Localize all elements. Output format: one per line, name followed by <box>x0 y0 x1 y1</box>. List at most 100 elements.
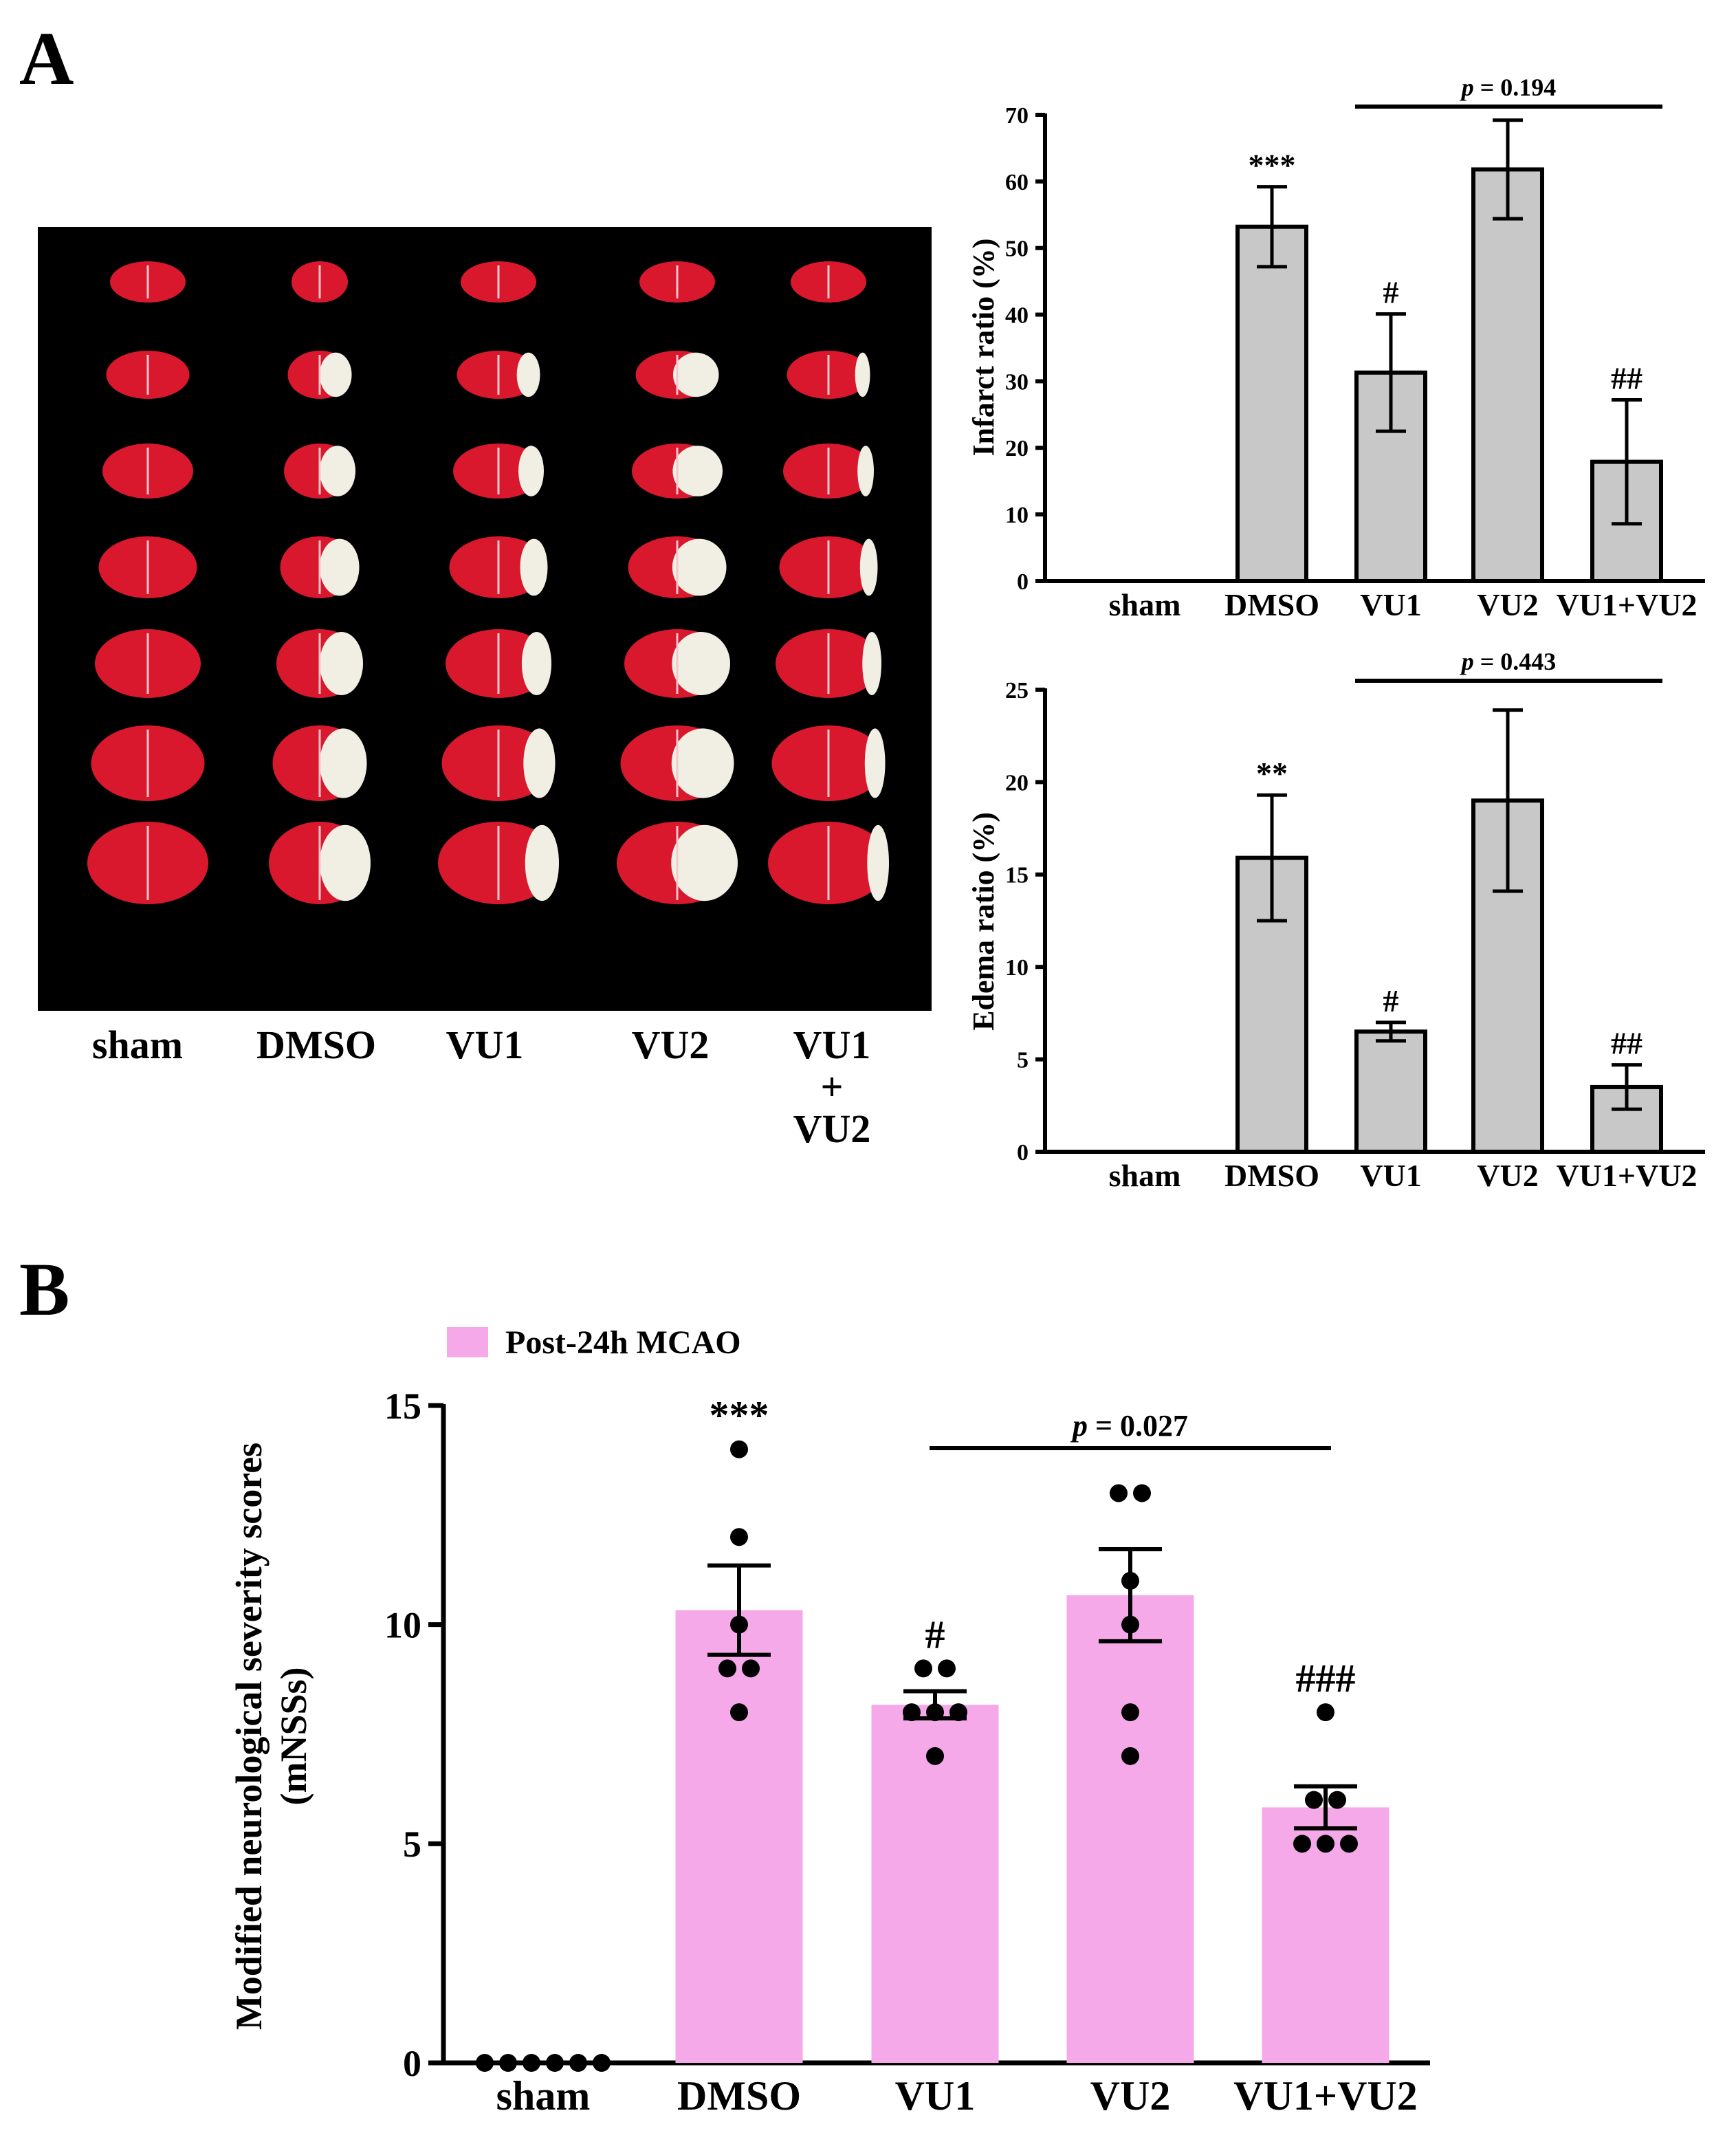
bar-vu2 <box>1066 1595 1194 2063</box>
category-label: VU2 <box>1477 1158 1538 1193</box>
brain-slice-infarct <box>857 446 874 496</box>
brain-slice <box>457 351 540 399</box>
p-value: = 0.194 <box>1474 74 1557 101</box>
data-point <box>1328 1791 1346 1809</box>
category-label: DMSO <box>677 2073 801 2119</box>
category-label: VU1 <box>1360 1158 1421 1193</box>
data-point <box>1340 1835 1358 1853</box>
data-point <box>1293 1835 1311 1853</box>
p-value: = 0.027 <box>1088 1409 1188 1443</box>
brain-slice <box>87 822 208 904</box>
legend-swatch <box>447 1327 488 1357</box>
brain-slice <box>102 444 193 499</box>
y-tick-label: 50 <box>1005 237 1029 262</box>
brain-slice <box>269 822 371 904</box>
brain-slice <box>292 261 348 303</box>
data-point <box>1121 1747 1139 1765</box>
significance-annotation: *** <box>710 1393 769 1438</box>
data-point <box>903 1703 921 1722</box>
brain-slice <box>617 822 738 904</box>
data-point <box>742 1659 760 1678</box>
brain-slice-infarct <box>320 728 367 798</box>
y-tick-label: 40 <box>1005 303 1029 328</box>
brain-slice <box>110 261 186 303</box>
group-label-sham: sham <box>91 1022 184 1067</box>
brain-slice <box>98 536 197 598</box>
data-point <box>1317 1703 1334 1722</box>
group-label-combo-line1: VU1 <box>793 1022 871 1067</box>
data-point <box>499 2054 517 2072</box>
p-symbol: p <box>1460 74 1474 101</box>
significance-annotation: # <box>1383 275 1399 310</box>
brain-slice-infarct <box>867 824 890 901</box>
brain-slice-infarct <box>672 352 719 397</box>
significance-annotation: ### <box>1296 1656 1356 1700</box>
y-tick-label: 0 <box>1017 1140 1029 1166</box>
brain-slice-infarct <box>320 446 355 496</box>
brain-slice-infarct <box>518 446 545 496</box>
brain-slice <box>284 444 355 499</box>
legend-label: Post-24h MCAO <box>505 1324 741 1361</box>
brain-slice-infarct <box>855 352 870 397</box>
brain-slice-infarct <box>320 824 371 901</box>
brain-slice <box>461 261 536 303</box>
brain-slice <box>276 629 363 698</box>
category-label: VU2 <box>1477 587 1538 622</box>
data-point <box>730 1615 748 1634</box>
brain-slice-infarct <box>672 632 730 695</box>
data-point <box>1121 1703 1139 1722</box>
panel-label-a: A <box>19 17 74 100</box>
brain-slice-infarct <box>672 446 723 496</box>
data-point <box>1110 1484 1128 1502</box>
data-point <box>914 1659 932 1678</box>
brain-slice <box>438 822 559 904</box>
y-tick-label: 15 <box>1005 863 1029 888</box>
brain-slice-infarct <box>520 538 548 596</box>
p-value: = 0.443 <box>1474 648 1557 675</box>
category-label: DMSO <box>1224 587 1319 622</box>
y-tick-label: 60 <box>1005 170 1029 195</box>
data-point <box>1121 1615 1139 1634</box>
brain-slice-infarct <box>862 632 881 695</box>
y-tick-label: 30 <box>1005 369 1029 395</box>
bar-vu1 <box>1354 1029 1427 1155</box>
brain-slices-grid <box>87 261 890 904</box>
brain-slice <box>768 822 890 904</box>
group-label-vu2: VU2 <box>631 1022 710 1067</box>
data-point <box>593 2054 611 2072</box>
y-tick-label: 10 <box>1005 955 1029 981</box>
category-label: sham <box>1109 1158 1181 1193</box>
brain-slice <box>453 444 545 499</box>
brain-slice <box>449 536 548 598</box>
category-label: DMSO <box>1224 1158 1319 1193</box>
category-label: VU1+VU2 <box>1233 2073 1418 2119</box>
panel-label-b: B <box>19 1247 70 1331</box>
brain-slice <box>635 351 719 399</box>
category-label: VU2 <box>1090 2073 1171 2119</box>
data-point <box>476 2054 494 2072</box>
data-point <box>730 1703 748 1722</box>
brain-slice <box>620 725 734 801</box>
data-point <box>730 1528 748 1546</box>
significance-annotation: ** <box>1256 756 1288 791</box>
brain-slice-infarct <box>320 632 363 695</box>
brain-slice-infarct <box>672 538 727 596</box>
y-tick-label: 25 <box>1005 678 1029 703</box>
y-tick-label: 0 <box>403 2043 421 2084</box>
data-point <box>718 1659 736 1678</box>
y-axis-label-line2: (mNSSs) <box>273 1667 314 1805</box>
group-label-dmso: DMSO <box>256 1022 376 1067</box>
group-label-combo-line3: VU2 <box>793 1106 871 1151</box>
category-label: VU1 <box>1360 587 1421 622</box>
bracket-p-value: p = 0.443 <box>1460 648 1557 675</box>
data-point <box>926 1703 944 1722</box>
brain-slice-infarct <box>671 824 738 901</box>
brain-slice-infarct <box>859 538 878 596</box>
brain-slice-infarct <box>523 728 556 798</box>
data-point <box>926 1747 944 1765</box>
data-point <box>569 2054 587 2072</box>
brain-slice <box>783 444 874 499</box>
y-tick-label: 70 <box>1005 103 1029 129</box>
